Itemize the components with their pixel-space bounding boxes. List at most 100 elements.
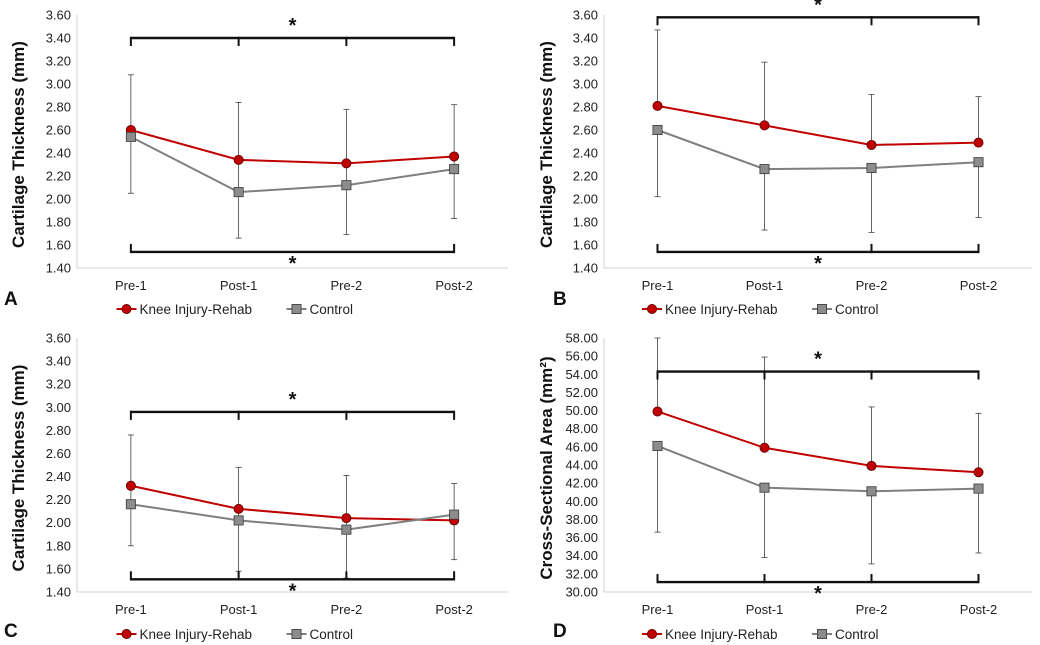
y-tick-label: 2.60 xyxy=(573,123,598,138)
data-point-knee-injury-rehab xyxy=(973,137,984,148)
y-tick-label: 2.20 xyxy=(46,169,71,184)
x-tick-label: Pre-1 xyxy=(115,278,147,293)
y-tick-label: 44.00 xyxy=(565,458,598,473)
y-tick-label: 42.00 xyxy=(565,476,598,491)
x-tick-label: Pre-2 xyxy=(856,278,888,293)
y-tick-label: 58.00 xyxy=(565,331,598,346)
data-point-control xyxy=(973,157,984,168)
y-tick-label: 38.00 xyxy=(565,512,598,527)
significance-star: * xyxy=(814,253,822,275)
y-tick-label: 2.80 xyxy=(573,100,598,115)
series-line-control xyxy=(130,503,455,531)
x-tick-label: Pre-2 xyxy=(330,278,362,293)
data-point-knee-injury-rehab xyxy=(652,100,663,111)
data-point-knee-injury-rehab xyxy=(341,158,352,169)
significance-star: * xyxy=(814,0,822,16)
y-tick-label: 56.00 xyxy=(565,349,598,364)
y-axis-label: Cartilage Thickness (mm) xyxy=(9,365,28,572)
panel-letter: A xyxy=(4,289,18,310)
y-tick-label: 1.40 xyxy=(46,585,71,600)
y-tick-label: 3.60 xyxy=(573,8,598,23)
y-tick-label: 54.00 xyxy=(565,367,598,382)
data-point-knee-injury-rehab xyxy=(866,139,877,150)
x-tick-label: Pre-1 xyxy=(115,602,147,617)
y-tick-label: 1.60 xyxy=(46,238,71,253)
significance-star: * xyxy=(814,583,822,605)
y-tick-label: 2.60 xyxy=(46,123,71,138)
y-tick-label: 1.80 xyxy=(573,215,598,230)
x-tick-label: Post-2 xyxy=(960,278,998,293)
series-line-knee-injury-rehab xyxy=(130,484,455,522)
significance-star: * xyxy=(814,349,822,371)
data-point-knee-injury-rehab xyxy=(759,442,770,453)
y-tick-label: 3.20 xyxy=(573,54,598,69)
x-tick-label: Pre-2 xyxy=(856,602,888,617)
data-point-control xyxy=(341,180,352,191)
data-point-control xyxy=(449,164,460,175)
panel-d: 30.00 32.00 34.00 36.00 38.00 40.00 42.00 44.00… xyxy=(537,331,1032,642)
panel-letter: B xyxy=(553,289,567,310)
data-point-control xyxy=(125,131,136,142)
x-tick-label: Pre-1 xyxy=(642,602,674,617)
y-tick-label: 36.00 xyxy=(565,530,598,545)
y-tick-label: 40.00 xyxy=(565,494,598,509)
legend: Knee Injury-Rehab Control xyxy=(642,302,879,317)
x-tick-label: Pre-2 xyxy=(330,602,362,617)
y-axis-label: Cartilage Thickness (mm) xyxy=(9,41,28,248)
data-point-knee-injury-rehab xyxy=(233,154,244,165)
y-tick-label: 3.00 xyxy=(46,400,71,415)
data-point-knee-injury-rehab xyxy=(233,503,244,514)
y-tick-label: 2.20 xyxy=(46,492,71,507)
data-point-knee-injury-rehab xyxy=(652,406,663,417)
x-tick-label: Post-2 xyxy=(960,602,998,617)
legend-marker-knee-injury-rehab xyxy=(647,303,658,314)
y-tick-label: 3.40 xyxy=(46,354,71,369)
series-line-knee-injury-rehab xyxy=(130,129,455,165)
panel-a: 1.40 1.60 1.80 2.00 2.20 2.40 2.60 2.80 3.00 3.20… xyxy=(4,8,508,317)
y-tick-label: 3.40 xyxy=(573,31,598,46)
legend-marker-control xyxy=(291,629,302,640)
y-tick-label: 2.80 xyxy=(46,100,71,115)
x-tick-label: Pre-1 xyxy=(642,278,674,293)
data-point-control xyxy=(125,499,136,510)
data-point-control xyxy=(233,187,244,198)
panel-letter: D xyxy=(553,621,567,642)
y-tick-label: 2.00 xyxy=(46,192,71,207)
significance-star: * xyxy=(289,580,297,602)
legend-marker-knee-injury-rehab xyxy=(121,629,132,640)
y-tick-label: 2.40 xyxy=(46,469,71,484)
legend-label-control: Control xyxy=(310,302,354,317)
y-tick-label: 3.00 xyxy=(46,77,71,92)
y-tick-label: 3.20 xyxy=(46,377,71,392)
y-tick-label: 2.60 xyxy=(46,446,71,461)
y-tick-label: 2.00 xyxy=(573,192,598,207)
y-tick-label: 3.20 xyxy=(46,54,71,69)
data-point-knee-injury-rehab xyxy=(973,467,984,478)
y-tick-label: 3.00 xyxy=(573,77,598,92)
data-point-control xyxy=(652,125,663,136)
legend-label-knee-injury-rehab: Knee Injury-Rehab xyxy=(665,627,778,642)
series-line-control xyxy=(657,129,979,171)
y-tick-label: 2.40 xyxy=(573,146,598,161)
data-point-knee-injury-rehab xyxy=(449,151,460,162)
legend-label-knee-injury-rehab: Knee Injury-Rehab xyxy=(140,627,253,642)
y-tick-label: 1.80 xyxy=(46,538,71,553)
y-tick-label: 2.00 xyxy=(46,515,71,530)
y-tick-label: 34.00 xyxy=(565,548,598,563)
data-point-knee-injury-rehab xyxy=(759,120,770,131)
x-tick-label: Post-1 xyxy=(746,602,784,617)
x-tick-label: Post-2 xyxy=(435,602,473,617)
legend-label-knee-injury-rehab: Knee Injury-Rehab xyxy=(140,302,253,317)
y-tick-label: 52.00 xyxy=(565,385,598,400)
y-tick-label: 2.80 xyxy=(46,423,71,438)
y-tick-label: 48.00 xyxy=(565,421,598,436)
y-tick-label: 46.00 xyxy=(565,439,598,454)
series-line-control xyxy=(657,445,979,493)
significance-star: * xyxy=(289,253,297,275)
y-tick-label: 3.40 xyxy=(46,31,71,46)
y-tick-label: 1.40 xyxy=(573,261,598,276)
y-tick-label: 3.60 xyxy=(46,331,71,346)
data-point-control xyxy=(759,482,770,493)
x-tick-label: Post-1 xyxy=(220,278,258,293)
